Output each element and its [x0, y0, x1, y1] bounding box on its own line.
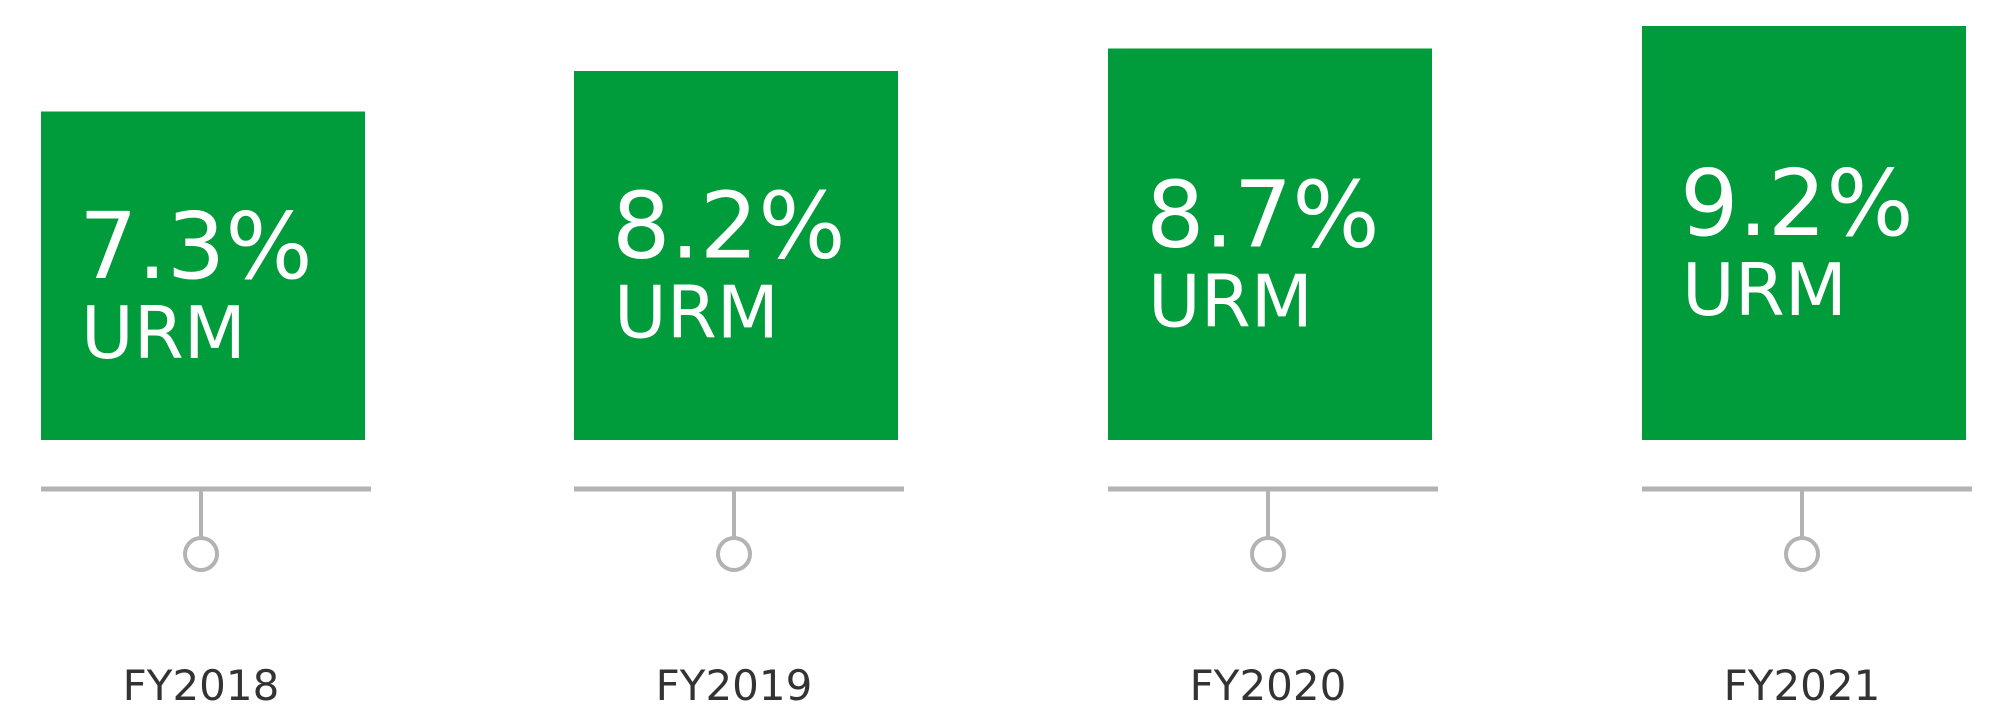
bar — [1642, 26, 1966, 440]
value-label: 9.2% — [1680, 150, 1914, 257]
category-label: FY2020 — [1190, 661, 1347, 709]
value-label: 8.2% — [612, 173, 846, 280]
bar — [1108, 48, 1432, 440]
bar — [41, 111, 365, 440]
unit-label: URM — [614, 271, 779, 355]
bar — [574, 71, 898, 440]
value-label: 7.3% — [79, 193, 313, 300]
timeline-node — [183, 536, 219, 572]
category-label: FY2021 — [1724, 661, 1881, 709]
unit-label: URM — [81, 291, 246, 375]
unit-label: URM — [1148, 259, 1313, 343]
value-label: 8.7% — [1146, 161, 1380, 268]
timeline-node — [1250, 536, 1286, 572]
timeline-node — [1784, 536, 1820, 572]
category-label: FY2018 — [123, 661, 280, 709]
unit-label: URM — [1682, 248, 1847, 332]
timeline-node — [716, 536, 752, 572]
category-label: FY2019 — [656, 661, 813, 709]
